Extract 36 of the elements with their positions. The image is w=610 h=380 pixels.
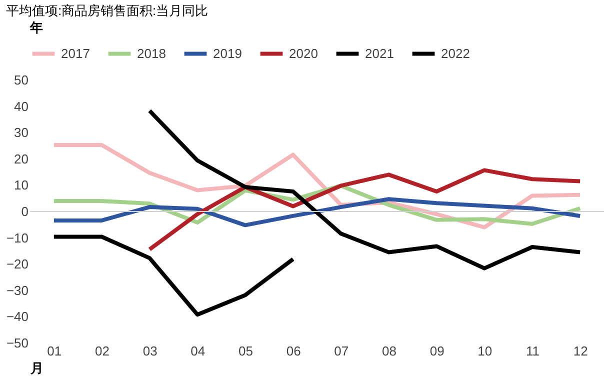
x-tick-label: 10 [478, 344, 492, 358]
x-tick-label: 02 [95, 344, 110, 358]
legend-label: 2021 [365, 46, 394, 61]
y-tick-label: −30 [6, 282, 28, 298]
x-axis-title: 月 [30, 360, 44, 376]
legend-label: 2018 [137, 46, 166, 61]
x-tick-label: 01 [47, 344, 62, 358]
y-tick-label: 0 [21, 204, 28, 219]
x-tick-label: 03 [142, 344, 158, 358]
legend-label: 2022 [441, 46, 470, 61]
x-tick-label: 06 [286, 344, 301, 358]
y-tick-label: 30 [14, 125, 28, 140]
line-series [52, 234, 296, 317]
line-series [148, 168, 582, 252]
y-tick-label: 20 [14, 151, 28, 166]
x-tick-label: 12 [573, 344, 588, 358]
legend-label: 2019 [213, 46, 242, 61]
x-tick-label: 09 [430, 344, 444, 358]
y-tick-label: −10 [6, 230, 28, 246]
y-tick-label: −20 [6, 256, 28, 272]
x-tick-label: 05 [238, 344, 253, 358]
y-tick-label: 40 [14, 98, 28, 114]
line-series [52, 197, 582, 228]
line-series [148, 108, 582, 270]
y-tick-label: −50 [6, 336, 28, 350]
x-tick-label: 11 [526, 344, 540, 358]
legend-label: 2017 [61, 46, 90, 61]
legend-label: 2020 [289, 46, 318, 61]
y-tick-label: −40 [6, 309, 28, 324]
x-tick-label: 07 [334, 344, 349, 358]
chart-title: 平均值项:商品房销售面积:当月同比 [6, 3, 208, 18]
y-tick-label: 50 [14, 72, 28, 88]
x-tick-label: 04 [190, 344, 206, 358]
x-tick-label: 08 [382, 344, 396, 358]
y-tick-label: 10 [14, 178, 28, 193]
legend-title: 年 [29, 20, 43, 35]
